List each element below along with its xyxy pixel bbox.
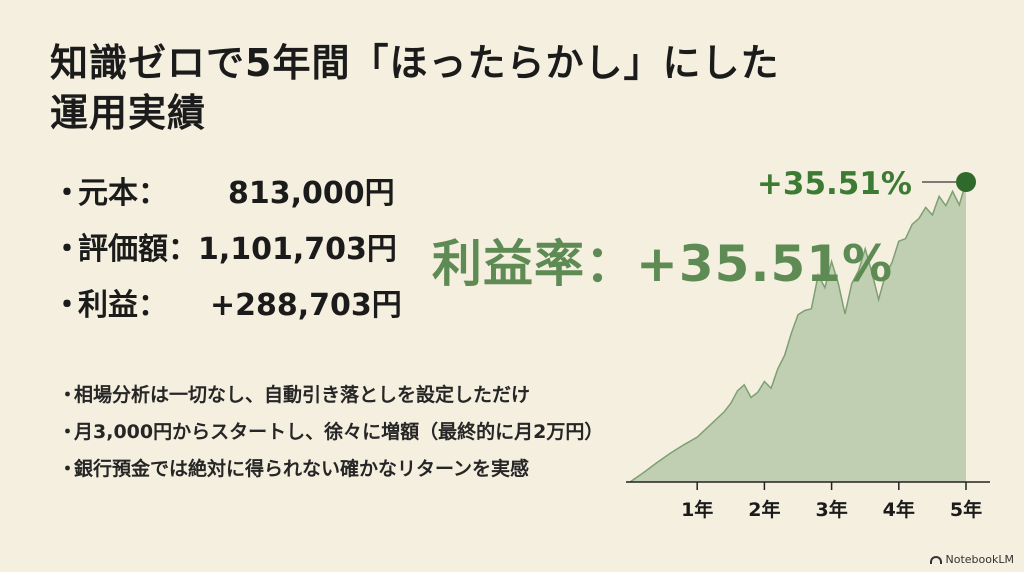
brand-name: NotebookLM <box>945 553 1014 566</box>
note-text: 銀行預金では絶対に得られない確かなリターンを実感 <box>74 458 530 480</box>
bullet: ・ <box>52 232 82 267</box>
stat-value: 813,000円 <box>228 176 395 211</box>
growth-area <box>630 182 966 482</box>
stat-valuation: ・ 評価額： 1,101,703円 <box>52 224 402 280</box>
title-line-2: 運用実績 <box>50 91 207 135</box>
note-item: ・月3,000円からスタートし、徐々に増額（最終的に月2万円） <box>58 421 604 443</box>
growth-line <box>629 181 967 483</box>
x-tick-label: 1年 <box>681 498 713 521</box>
stat-profit: ・ 利益： +288,703円 <box>52 280 402 336</box>
note-text: 相場分析は一切なし、自動引き落としを設定しただけ <box>74 384 531 406</box>
bullet: ・ <box>52 288 82 323</box>
end-point <box>956 172 976 192</box>
stat-label: 評価額： <box>78 232 198 267</box>
profit-rate-label: 利益率： <box>432 235 636 293</box>
page-title: 知識ゼロで5年間「ほったらかし」にした 運用実績 <box>50 38 779 138</box>
profit-rate-value: +35.51% <box>636 235 894 293</box>
x-tick-label: 2年 <box>748 498 780 521</box>
x-axis-ticks: 1年 2年 3年 4年 5年 <box>681 482 982 521</box>
stats-list: ・ 元本： 813,000円 ・ 評価額： 1,101,703円 ・ 利益： +… <box>52 168 402 336</box>
note-item: ・銀行預金では絶対に得られない確かなリターンを実感 <box>58 458 530 480</box>
notebooklm-icon <box>929 555 942 564</box>
profit-rate: 利益率：+35.51% <box>432 224 893 296</box>
notes-list: ・相場分析は一切なし、自動引き落としを設定しただけ ・月3,000円からスタート… <box>58 380 603 491</box>
x-tick-label: 3年 <box>815 498 847 521</box>
note-text: 月3,000円からスタートし、徐々に増額（最終的に月2万円） <box>74 421 604 443</box>
stat-principal: ・ 元本： 813,000円 <box>52 168 402 224</box>
end-label: +35.51% <box>757 166 912 202</box>
stat-value: 1,101,703円 <box>198 232 397 267</box>
brand-watermark: NotebookLM <box>929 553 1014 566</box>
x-tick-label: 4年 <box>883 498 915 521</box>
stat-label: 利益： <box>78 288 168 323</box>
title-line-1: 知識ゼロで5年間「ほったらかし」にした <box>50 41 780 85</box>
x-tick-label: 5年 <box>950 498 982 521</box>
stat-value: +288,703円 <box>210 288 402 323</box>
note-item: ・相場分析は一切なし、自動引き落としを設定しただけ <box>58 384 531 406</box>
stat-label: 元本： <box>78 176 168 211</box>
bullet: ・ <box>52 176 82 211</box>
